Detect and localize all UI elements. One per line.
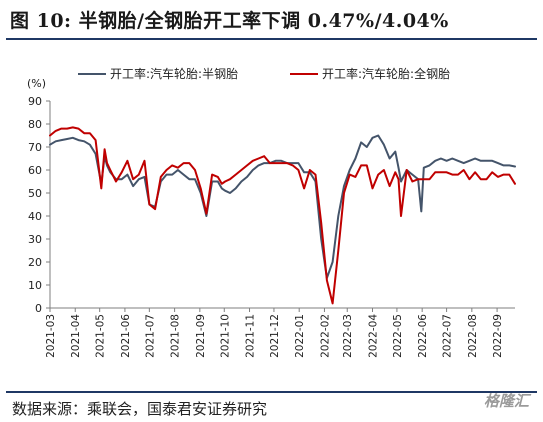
x-tick-label: 2022-07 [442, 314, 454, 358]
x-tick-label: 2022-03 [342, 314, 354, 358]
x-tick-label: 2022-01 [294, 314, 306, 358]
x-tick-label: 2022-05 [392, 314, 404, 358]
x-tick-label: 2021-12 [269, 314, 281, 358]
y-tick-label: 20 [28, 256, 42, 269]
x-tick-label: 2022-06 [417, 314, 429, 358]
series-line-semi-steel [49, 134, 516, 280]
y-tick-label: 80 [28, 118, 42, 131]
x-tick-label: 2021-04 [70, 314, 82, 358]
x-tick-label: 2021-08 [170, 314, 182, 358]
y-tick-label: 30 [28, 233, 42, 246]
x-tick-label: 2022-08 [467, 314, 479, 358]
x-tick-label: 2021-10 [219, 314, 231, 358]
legend-label: 开工率:汽车轮胎:全钢胎 [322, 66, 450, 81]
line-chart: 0 10 20 30 40 50 60 70 80 90 (%) 2021-03 2021-04 2021… [27, 66, 516, 358]
x-tick-label: 2022-09 [492, 314, 504, 358]
x-tick-label: 2021-07 [144, 314, 156, 358]
x-tick-label: 2022-02 [319, 314, 331, 358]
series-line-all-steel [49, 126, 516, 305]
chart-axes: 0 10 20 30 40 50 60 70 80 90 (%) 2021-03 2021-04 2021… [27, 77, 515, 358]
y-tick-label: 90 [28, 95, 42, 108]
x-tick-label: 2021-11 [245, 314, 257, 358]
source-note: 数据来源：乘联会，国泰君安证券研究 [12, 400, 268, 418]
footer-divider [6, 391, 537, 393]
figure-title: 图 10: 半钢胎/全钢胎开工率下调 0.47%/4.04% [10, 10, 449, 32]
x-tick-label: 2021-05 [95, 314, 107, 358]
x-tick-label: 2022-04 [367, 314, 379, 358]
y-tick-label: 50 [28, 187, 42, 200]
y-axis-label: (%) [27, 77, 46, 90]
y-tick-label: 0 [35, 302, 42, 315]
y-tick-label: 10 [28, 279, 42, 292]
chart-lines [49, 126, 516, 305]
x-tick-label: 2021-09 [195, 314, 207, 358]
legend-label: 开工率:汽车轮胎:半钢胎 [110, 66, 238, 81]
title-divider [6, 38, 537, 40]
chart-legend: 开工率:汽车轮胎:半钢胎 开工率:汽车轮胎:全钢胎 [78, 66, 450, 81]
y-tick-label: 70 [28, 141, 42, 154]
x-tick-label: 2021-06 [120, 314, 132, 358]
x-tick-label: 2021-03 [45, 314, 57, 358]
watermark-logo: 格隆汇 [483, 392, 529, 410]
y-tick-label: 40 [28, 210, 42, 223]
y-tick-label: 60 [28, 164, 42, 177]
